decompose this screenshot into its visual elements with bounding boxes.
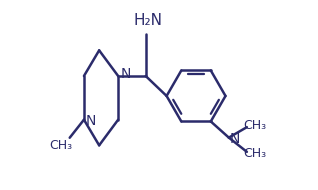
Text: CH₃: CH₃: [243, 147, 266, 160]
Text: N: N: [229, 131, 240, 146]
Text: CH₃: CH₃: [50, 139, 73, 152]
Text: N: N: [86, 114, 96, 128]
Text: H₂N: H₂N: [133, 13, 162, 28]
Text: N: N: [120, 67, 131, 81]
Text: CH₃: CH₃: [243, 119, 266, 132]
